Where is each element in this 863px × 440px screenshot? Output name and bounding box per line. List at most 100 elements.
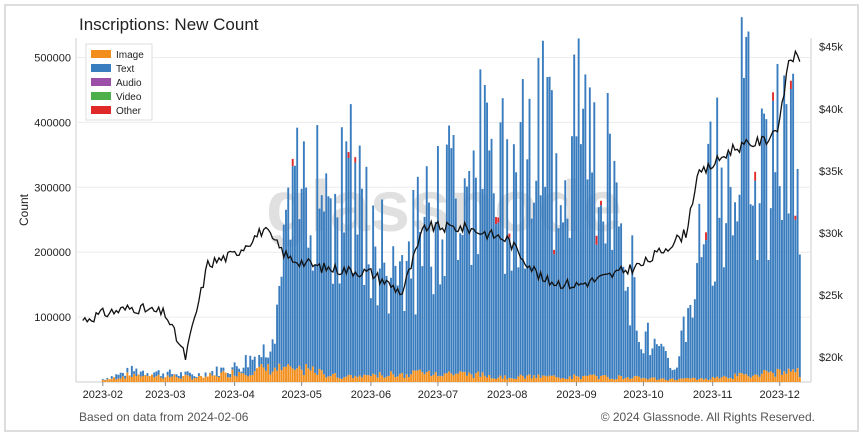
bar-image <box>567 379 569 382</box>
bar-image <box>294 370 296 382</box>
bar-text <box>189 373 191 377</box>
bar-image <box>303 375 305 382</box>
bar-text <box>464 178 466 372</box>
bar-text <box>785 104 787 374</box>
bar-image <box>292 368 294 382</box>
bar-text <box>683 317 685 379</box>
bar-image <box>466 376 468 382</box>
bar-image <box>415 371 417 382</box>
bar-image <box>225 373 227 382</box>
bar-text <box>343 232 345 377</box>
bar-image <box>703 380 705 382</box>
bar-text <box>258 355 260 367</box>
bar-image <box>790 372 792 382</box>
bar-text <box>267 358 269 364</box>
bar-image <box>716 377 718 382</box>
x-tick-label: 2023-03 <box>145 389 185 401</box>
bar-image <box>555 377 557 382</box>
bar-text <box>759 203 761 377</box>
bar-image <box>602 375 604 382</box>
bar-other <box>596 236 598 245</box>
bar-text <box>372 205 374 373</box>
bar-image <box>265 371 267 382</box>
bar-image <box>202 378 204 382</box>
bar-text <box>437 146 439 376</box>
bar-text <box>263 344 265 367</box>
bar-text <box>504 274 506 376</box>
bar-text <box>468 171 470 372</box>
bar-image <box>263 367 265 382</box>
bar-text <box>542 41 544 376</box>
bar-image <box>403 378 405 382</box>
legend-label: Audio <box>116 78 142 89</box>
bar-text <box>341 127 343 379</box>
bar-image <box>198 376 200 382</box>
bar-other <box>794 216 796 220</box>
bar-image <box>734 374 736 382</box>
bar-text <box>575 136 577 376</box>
bar-image <box>231 369 233 382</box>
bar-image <box>178 378 180 382</box>
bar-image <box>616 379 618 382</box>
y2-tick-label: $20k <box>819 352 843 364</box>
bar-text <box>160 376 162 377</box>
bar-image <box>117 378 119 382</box>
bar-text <box>185 372 187 375</box>
bar-image <box>750 378 752 382</box>
bar-text <box>723 267 725 376</box>
bar-image <box>779 369 781 382</box>
bar-image <box>446 373 448 382</box>
legend-label: Text <box>116 64 135 75</box>
bar-text <box>305 188 307 364</box>
bar-text <box>654 339 656 378</box>
bar-text <box>249 356 251 376</box>
bar-other <box>772 92 774 100</box>
bar-text <box>511 271 513 379</box>
bar-other <box>790 81 792 89</box>
bar-image <box>357 377 359 382</box>
bar-image <box>636 376 638 382</box>
bar-image <box>470 374 472 382</box>
bar-image <box>654 378 656 382</box>
bar-image <box>314 373 316 382</box>
bar-text <box>727 153 729 378</box>
bar-image <box>437 376 439 382</box>
bar-image <box>508 378 510 382</box>
bar-image <box>332 374 334 382</box>
bar-text <box>745 37 747 374</box>
bar-other <box>600 201 602 205</box>
bar-text <box>622 267 624 379</box>
bar-image <box>155 376 157 382</box>
bar-text <box>689 305 691 379</box>
bar-image <box>475 373 477 382</box>
bar-image <box>707 380 709 382</box>
bar-text <box>752 206 754 376</box>
bar-image <box>647 380 649 382</box>
bar-text <box>392 246 394 374</box>
bar-text <box>470 265 472 374</box>
bar-image <box>710 379 712 382</box>
bar-text <box>638 342 640 377</box>
bar-image <box>569 376 571 382</box>
bar-text <box>743 78 745 374</box>
bar-text <box>716 98 718 377</box>
bar-image <box>102 380 104 382</box>
bar-text <box>292 166 294 368</box>
bar-text <box>611 250 613 379</box>
y-axis-label: Count <box>17 193 31 226</box>
bar-image <box>350 375 352 382</box>
bar-text <box>491 139 493 378</box>
bar-text <box>768 260 770 372</box>
bar-image <box>457 374 459 382</box>
bar-text <box>106 378 108 379</box>
y-tick-label: 300000 <box>34 182 71 194</box>
bar-image <box>399 374 401 382</box>
bar-text <box>475 178 477 373</box>
bar-image <box>544 376 546 382</box>
bar-image <box>680 378 682 382</box>
bar-image <box>149 376 151 382</box>
bar-image <box>600 376 602 382</box>
bar-text <box>591 173 593 375</box>
bar-image <box>484 376 486 382</box>
